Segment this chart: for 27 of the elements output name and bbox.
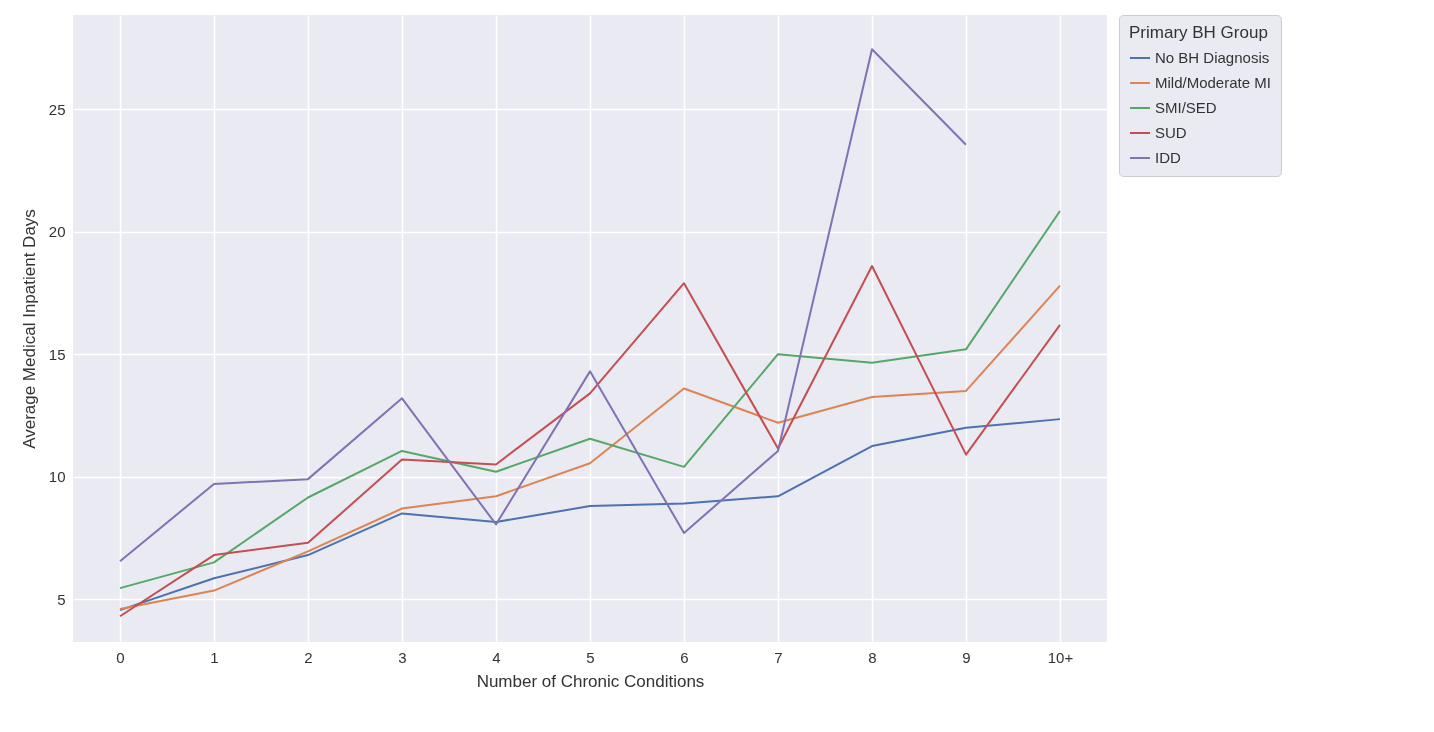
legend-label: IDD [1155,149,1181,166]
legend-label: SUD [1155,124,1187,141]
y-tick-label: 25 [48,100,66,118]
x-tick-label: 5 [586,648,595,666]
legend-label: Mild/Moderate MI [1155,74,1271,91]
line-series [119,48,967,563]
y-tick-label: 10 [48,468,66,486]
x-tick-label: 9 [962,648,971,666]
x-tick-label: 8 [868,648,877,666]
x-tick-label: 4 [492,648,501,666]
line-series [119,209,1061,590]
x-tick-label: 2 [304,648,313,666]
line-series [119,418,1061,612]
legend-label: No BH Diagnosis [1155,49,1270,66]
x-tick-label: 6 [680,648,689,666]
x-axis-title: Number of Chronic Conditions [476,671,705,691]
x-tick-label: 10+ [1047,648,1074,666]
y-tick-label: 5 [57,590,66,608]
y-tick-label: 15 [48,345,66,363]
y-axis-title: Average Medical Inpatient Days [19,209,39,449]
x-tick-label: 0 [116,648,125,666]
x-tick-label: 1 [210,648,219,666]
x-tick-label: 7 [774,648,783,666]
y-tick-label: 20 [48,223,66,241]
legend-title: Primary BH Group [1129,23,1268,42]
x-tick-label: 3 [398,648,407,666]
legend-label: SMI/SED [1155,99,1217,116]
